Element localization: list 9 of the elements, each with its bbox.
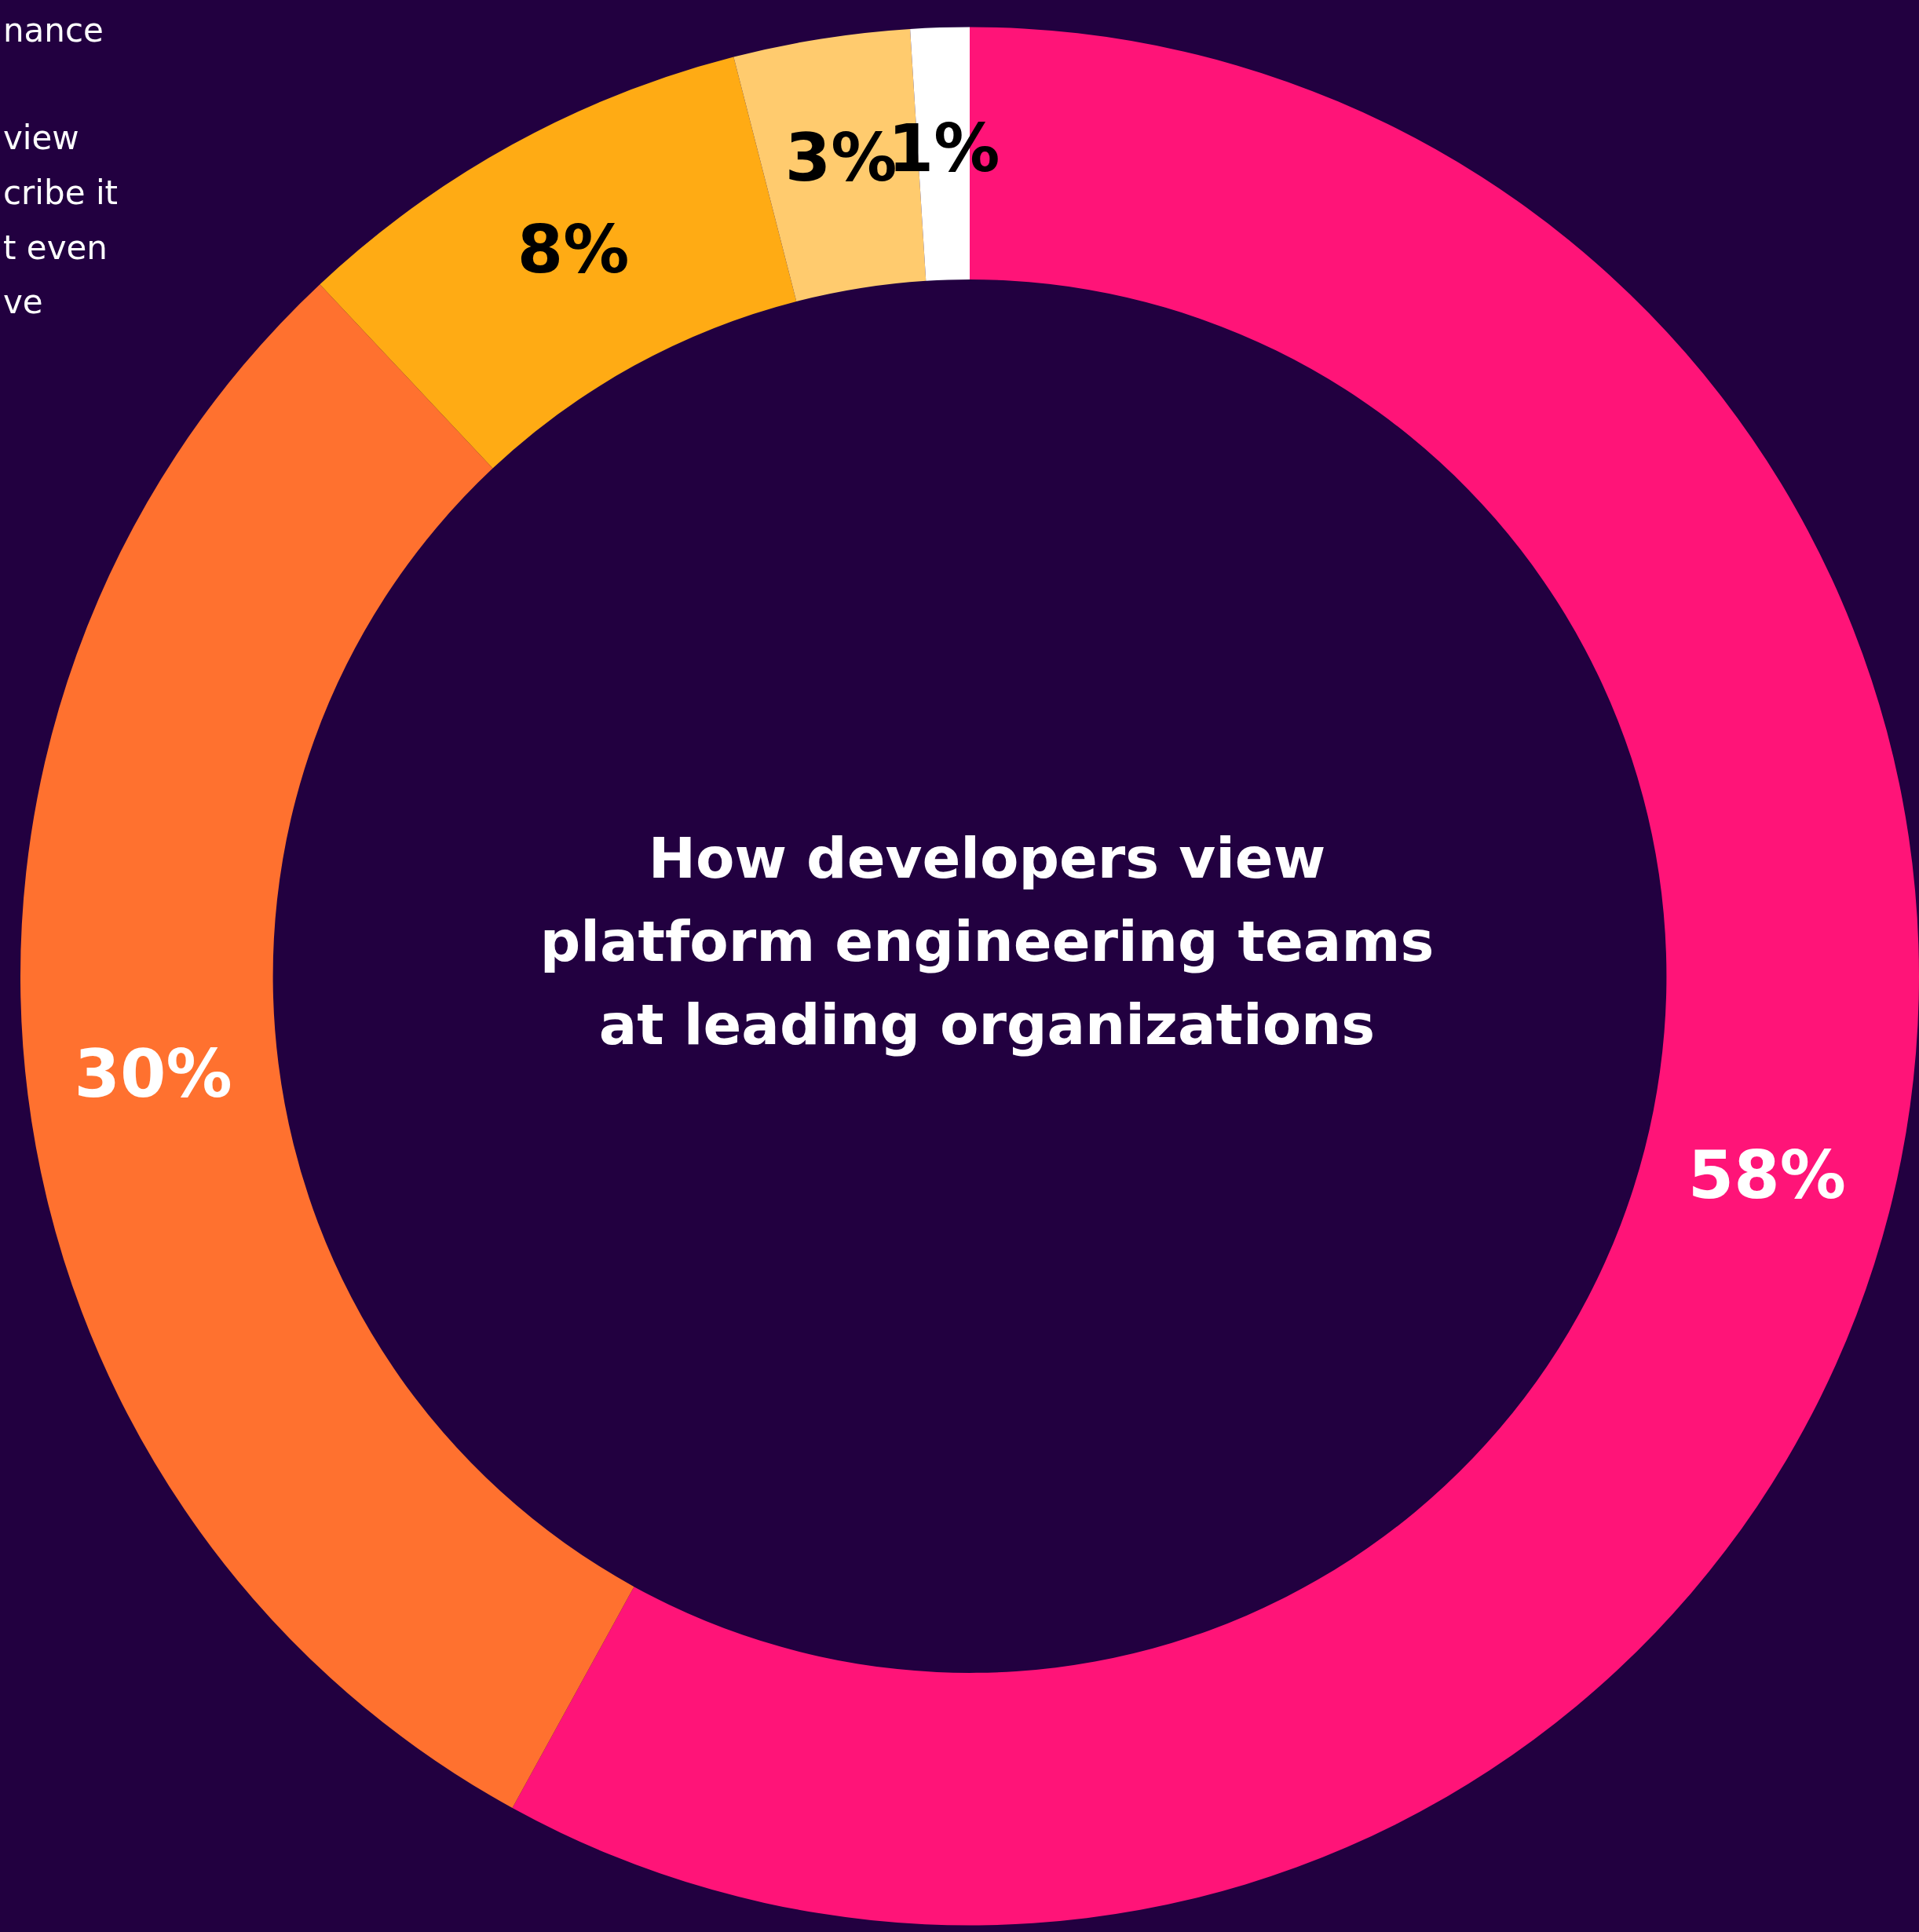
data-label: 58% xyxy=(1687,1137,1846,1214)
data-label: 30% xyxy=(74,1035,232,1112)
data-label: 8% xyxy=(517,210,630,288)
text: view xyxy=(3,119,79,158)
text: How developers view platform engineering teams at leading organizations xyxy=(539,824,1435,1059)
text: t even xyxy=(3,228,108,268)
text: nance xyxy=(3,11,104,50)
text: ve xyxy=(3,283,43,322)
text: cribe it xyxy=(3,173,119,213)
